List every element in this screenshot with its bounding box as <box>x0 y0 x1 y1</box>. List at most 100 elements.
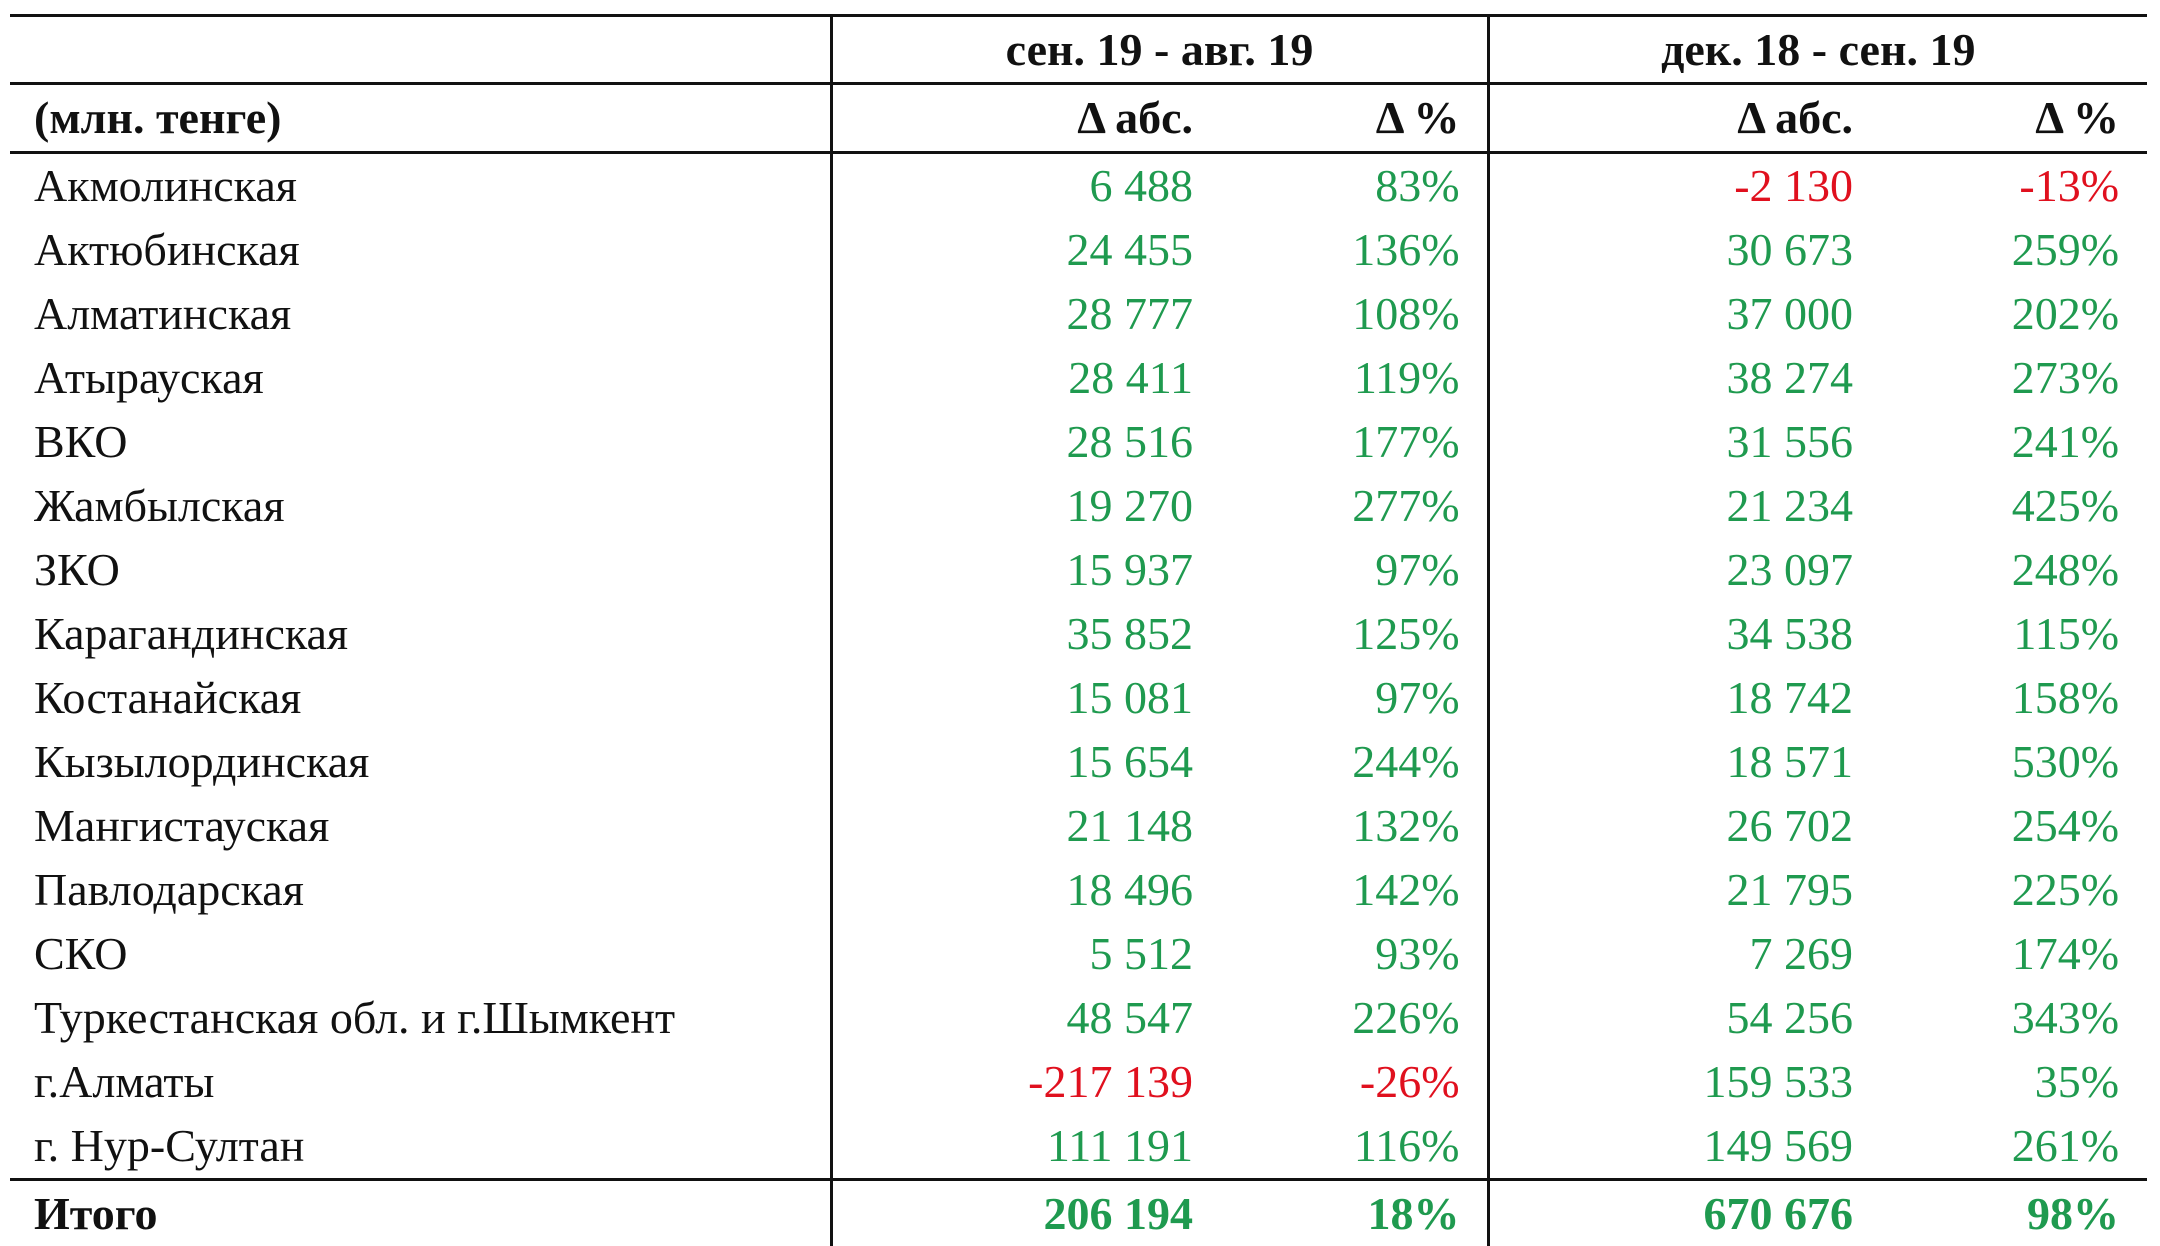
value-cell: 425% <box>1865 474 2147 538</box>
value-cell: 248% <box>1865 538 2147 602</box>
value-cell: 35% <box>1865 1050 2147 1114</box>
group-header: сен. 19 - авг. 19 <box>831 16 1488 84</box>
value-cell: 98% <box>1865 1180 2147 1246</box>
column-header: Δ абс. <box>831 84 1205 153</box>
value-cell: 119% <box>1205 346 1488 410</box>
value-cell: 132% <box>1205 794 1488 858</box>
value-cell: 97% <box>1205 666 1488 730</box>
value-cell: 149 569 <box>1488 1114 1865 1180</box>
row-label: г. Нур-Султан <box>10 1114 831 1180</box>
value-cell: 174% <box>1865 922 2147 986</box>
value-cell: 225% <box>1865 858 2147 922</box>
value-cell: 24 455 <box>831 218 1205 282</box>
value-cell: 37 000 <box>1488 282 1865 346</box>
unit-label: (млн. тенге) <box>10 84 831 153</box>
value-cell: 26 702 <box>1488 794 1865 858</box>
row-label: Костанайская <box>10 666 831 730</box>
value-cell: -26% <box>1205 1050 1488 1114</box>
value-cell: 226% <box>1205 986 1488 1050</box>
value-cell: 18 496 <box>831 858 1205 922</box>
value-cell: 23 097 <box>1488 538 1865 602</box>
value-cell: 202% <box>1865 282 2147 346</box>
value-cell: -2 130 <box>1488 153 1865 219</box>
value-cell: -13% <box>1865 153 2147 219</box>
value-cell: 15 081 <box>831 666 1205 730</box>
row-label: Павлодарская <box>10 858 831 922</box>
value-cell: 28 777 <box>831 282 1205 346</box>
value-cell: 273% <box>1865 346 2147 410</box>
value-cell: 7 269 <box>1488 922 1865 986</box>
value-cell: 97% <box>1205 538 1488 602</box>
value-cell: 277% <box>1205 474 1488 538</box>
value-cell: 18 571 <box>1488 730 1865 794</box>
row-label: Мангистауская <box>10 794 831 858</box>
value-cell: 54 256 <box>1488 986 1865 1050</box>
row-label: ЗКО <box>10 538 831 602</box>
row-label: Акмолинская <box>10 153 831 219</box>
row-label: Актюбинская <box>10 218 831 282</box>
value-cell: 116% <box>1205 1114 1488 1180</box>
value-cell: 18% <box>1205 1180 1488 1246</box>
value-cell: 6 488 <box>831 153 1205 219</box>
row-label: Кызылординская <box>10 730 831 794</box>
group-header: дек. 18 - сен. 19 <box>1488 16 2147 84</box>
value-cell: 206 194 <box>831 1180 1205 1246</box>
value-cell: 241% <box>1865 410 2147 474</box>
value-cell: 177% <box>1205 410 1488 474</box>
value-cell: 261% <box>1865 1114 2147 1180</box>
value-cell: 108% <box>1205 282 1488 346</box>
value-cell: 670 676 <box>1488 1180 1865 1246</box>
row-label: Жамбылская <box>10 474 831 538</box>
value-cell: 21 148 <box>831 794 1205 858</box>
value-cell: 530% <box>1865 730 2147 794</box>
row-label: Алматинская <box>10 282 831 346</box>
column-header: Δ % <box>1865 84 2147 153</box>
row-label: Итого <box>10 1180 831 1246</box>
value-cell: 142% <box>1205 858 1488 922</box>
value-cell: 15 937 <box>831 538 1205 602</box>
value-cell: 158% <box>1865 666 2147 730</box>
subheader-row: (млн. тенге)Δ абс.Δ %Δ абс.Δ % <box>10 84 2147 153</box>
column-header: Δ абс. <box>1488 84 1865 153</box>
value-cell: 21 234 <box>1488 474 1865 538</box>
value-cell: 343% <box>1865 986 2147 1050</box>
value-cell: 244% <box>1205 730 1488 794</box>
row-label: Туркестанская обл. и г.Шымкент <box>10 986 831 1050</box>
value-cell: 136% <box>1205 218 1488 282</box>
value-cell: 19 270 <box>831 474 1205 538</box>
row-label: СКО <box>10 922 831 986</box>
value-cell: 30 673 <box>1488 218 1865 282</box>
value-cell: 115% <box>1865 602 2147 666</box>
value-cell: 83% <box>1205 153 1488 219</box>
value-cell: 34 538 <box>1488 602 1865 666</box>
value-cell: 18 742 <box>1488 666 1865 730</box>
value-cell: 15 654 <box>831 730 1205 794</box>
corner-cell <box>10 16 831 84</box>
value-cell: 35 852 <box>831 602 1205 666</box>
value-cell: 111 191 <box>831 1114 1205 1180</box>
value-cell: -217 139 <box>831 1050 1205 1114</box>
value-cell: 31 556 <box>1488 410 1865 474</box>
value-cell: 254% <box>1865 794 2147 858</box>
value-cell: 259% <box>1865 218 2147 282</box>
value-cell: 159 533 <box>1488 1050 1865 1114</box>
